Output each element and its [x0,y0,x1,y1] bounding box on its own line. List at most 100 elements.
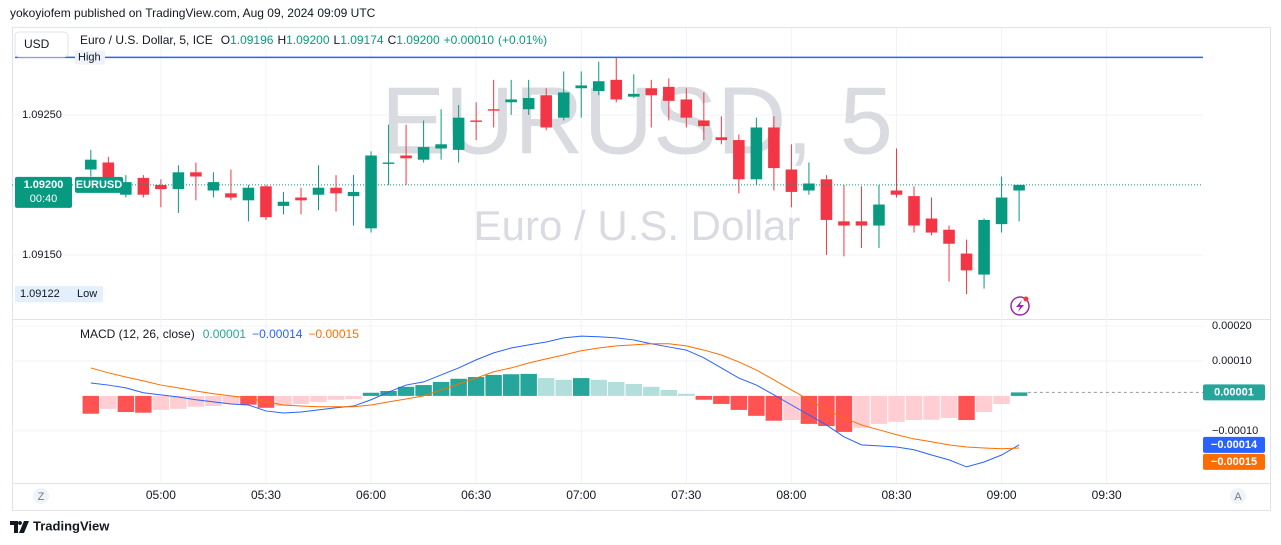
auto-scale-button[interactable] [33,488,49,504]
histogram-bar [362,392,380,396]
histogram-bar [923,395,940,420]
axis-value-tag [1203,436,1265,453]
candle-body [260,186,272,218]
histogram-bar [520,373,537,396]
candle-body [715,137,728,141]
histogram-bar [713,395,730,404]
price-tag [15,176,72,208]
y-tick-label: 1.09150 [22,249,62,261]
histogram-bar [327,395,345,400]
x-tick-label: 08:30 [881,488,911,502]
histogram-bar [152,395,170,410]
candle-body [978,219,990,275]
histogram-bar [187,395,205,407]
histogram-bar [853,395,870,428]
currency-button[interactable] [14,31,69,58]
x-tick-label: 07:30 [671,488,701,502]
axis-value-tag [1203,453,1265,470]
macd-legend-value: −0.00015 [308,327,359,341]
histogram-bar [905,395,923,421]
legend-change-percent: (+0.01%) [498,33,547,47]
histogram-bar [1010,392,1028,396]
left-button-label: Z [38,491,45,503]
histogram-bar [783,395,800,421]
histogram-bar [870,395,888,424]
histogram-bar [958,395,975,421]
macd-legend-value: 0.00001 [203,327,247,341]
legend-value: 1.09200 [396,33,440,47]
candle-body [330,187,342,194]
histogram-bar [100,395,117,409]
histogram-bar [135,395,152,413]
candle-body [890,190,903,195]
histogram-bar [432,381,450,396]
candle-body [155,184,167,190]
candle-body [365,155,377,229]
candle-body [172,172,185,190]
candle-body [1013,184,1025,191]
histogram-bar [345,395,362,400]
legend-key: L [334,33,341,47]
y-tick-label: 0.00010 [1212,355,1252,367]
x-tick-label: 07:00 [566,488,596,502]
candle-body [312,187,325,195]
icon-bolt [1016,300,1024,312]
histogram-bar [555,379,572,396]
candle-body [295,197,307,201]
histogram-bar [397,386,415,396]
macd-line [90,335,1020,468]
candle-body [120,182,132,195]
histogram-bar [205,395,222,407]
candle-body [960,253,973,271]
symbol-tag [75,176,123,193]
watermark-symbol: EURUSD, 5 [381,67,893,174]
lightning-icon[interactable] [1010,296,1030,316]
legend-key: O [221,33,230,47]
candle-body [225,193,237,198]
candle-body [435,144,447,149]
auto-button[interactable] [1230,488,1246,504]
histogram-bar [660,389,678,396]
candle-body [663,86,675,101]
high-label-box [75,50,105,65]
candle-body [592,81,605,92]
x-tick-label: 05:00 [146,488,176,502]
axis-value-tag [1203,384,1265,401]
histogram-bar [625,384,643,396]
legend-change: +0.00010 [444,33,495,47]
histogram-bar [117,395,135,412]
brand-name: TradingView [33,518,110,533]
low-tag-value: 1.09122 [20,288,60,300]
x-tick-label: 08:00 [776,488,806,502]
candle-body [855,221,868,226]
y-tick-label: 0.00020 [1212,320,1252,332]
macd-line [90,343,1020,450]
histogram-bar [608,381,625,396]
candle-body [645,88,658,96]
candle-body [277,201,290,206]
histogram-bar [415,385,432,396]
candle-body [452,117,465,150]
histogram-bar [818,395,835,426]
histogram-bar [940,395,958,418]
symbol-tag-label: EURUSD [76,179,123,191]
candle-body [803,183,815,191]
histogram-bar [450,378,467,396]
histogram-bar [82,395,100,414]
legend-key: H [277,33,286,47]
macd-legend: MACD (12, 26, close) 0.00001 −0.00014 −0.00… [80,327,359,341]
histogram-bar [240,395,257,405]
axis-value-tag-label: −0.00015 [1211,456,1257,468]
y-tick-label: −0.00010 [1212,425,1258,437]
candle-body [768,127,780,169]
candle-body [487,109,500,111]
candle-body [943,229,955,244]
legend-title: Euro / U.S. Dollar, 5, ICE [80,33,213,47]
x-tick-label: 09:30 [1092,488,1122,502]
candle-body [400,155,412,159]
candle-body [838,221,850,226]
x-tick-label: 05:30 [251,488,281,502]
candle-body [137,177,150,195]
